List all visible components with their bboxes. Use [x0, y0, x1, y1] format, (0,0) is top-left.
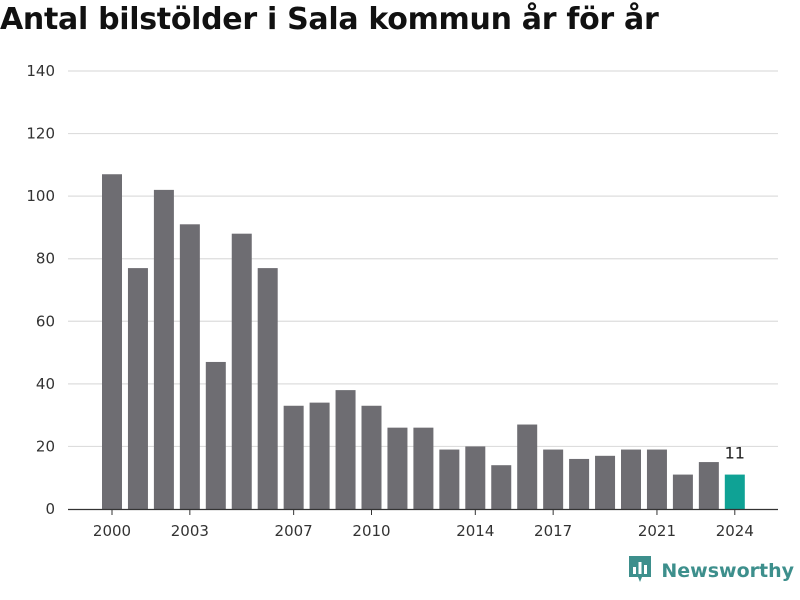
bar-2016: [517, 424, 538, 509]
y-tick-label: 80: [36, 250, 55, 268]
y-axis-ticks: 0 20 40 60 80 100 120 140: [26, 62, 55, 518]
y-tick-label: 140: [26, 62, 55, 80]
y-tick-label: 20: [36, 437, 55, 455]
bar-2012: [413, 427, 434, 509]
gridlines: [68, 70, 778, 448]
x-axis: 2000 2003 2007 2010 2014 2017 2021 2024: [68, 508, 778, 540]
x-tick-label: 2024: [716, 522, 754, 540]
bar-2004: [205, 361, 226, 509]
bar-2022: [672, 474, 693, 509]
y-tick-label: 40: [36, 375, 55, 393]
bar-2002: [153, 189, 174, 509]
bar-2019: [595, 455, 616, 509]
data-label-2024: 11: [725, 444, 745, 463]
x-tick-label: 2021: [638, 522, 676, 540]
bar-2006: [257, 268, 278, 509]
x-tick-label: 2014: [456, 522, 494, 540]
bar-2011: [387, 427, 408, 509]
bar-2005: [231, 233, 252, 509]
bar-2018: [569, 458, 590, 509]
chart-title: Antal bilstölder i Sala kommun år för år: [0, 2, 659, 37]
bars: [102, 174, 745, 510]
x-tick-label: 2003: [171, 522, 209, 540]
bar-2023: [698, 462, 719, 509]
y-tick-label: 120: [26, 125, 55, 143]
bar-2008: [309, 402, 330, 509]
bar-2021: [646, 449, 667, 509]
bar-2024: [724, 474, 745, 509]
data-labels: 11: [725, 444, 745, 463]
bar-2014: [465, 446, 486, 509]
bar-2009: [335, 390, 356, 509]
x-tick-label: 2010: [352, 522, 390, 540]
bar-2015: [491, 465, 512, 509]
x-tick-label: 2007: [275, 522, 313, 540]
brand-logo: Newsworthy: [627, 554, 794, 588]
bar-2001: [127, 268, 148, 509]
bar-2017: [543, 449, 564, 509]
y-tick-label: 0: [45, 500, 55, 518]
bar-2010: [361, 405, 382, 509]
y-tick-label: 100: [26, 187, 55, 205]
bar-2003: [179, 224, 200, 510]
brand-name: Newsworthy: [661, 560, 794, 582]
bar-2007: [283, 405, 304, 509]
bar-2000: [102, 174, 122, 509]
bar-2020: [621, 449, 641, 509]
y-tick-label: 60: [36, 312, 55, 330]
bar-2013: [439, 449, 460, 509]
x-tick-label: 2000: [93, 522, 131, 540]
newsworthy-logo-icon: [627, 554, 653, 588]
x-tick-label: 2017: [534, 522, 572, 540]
